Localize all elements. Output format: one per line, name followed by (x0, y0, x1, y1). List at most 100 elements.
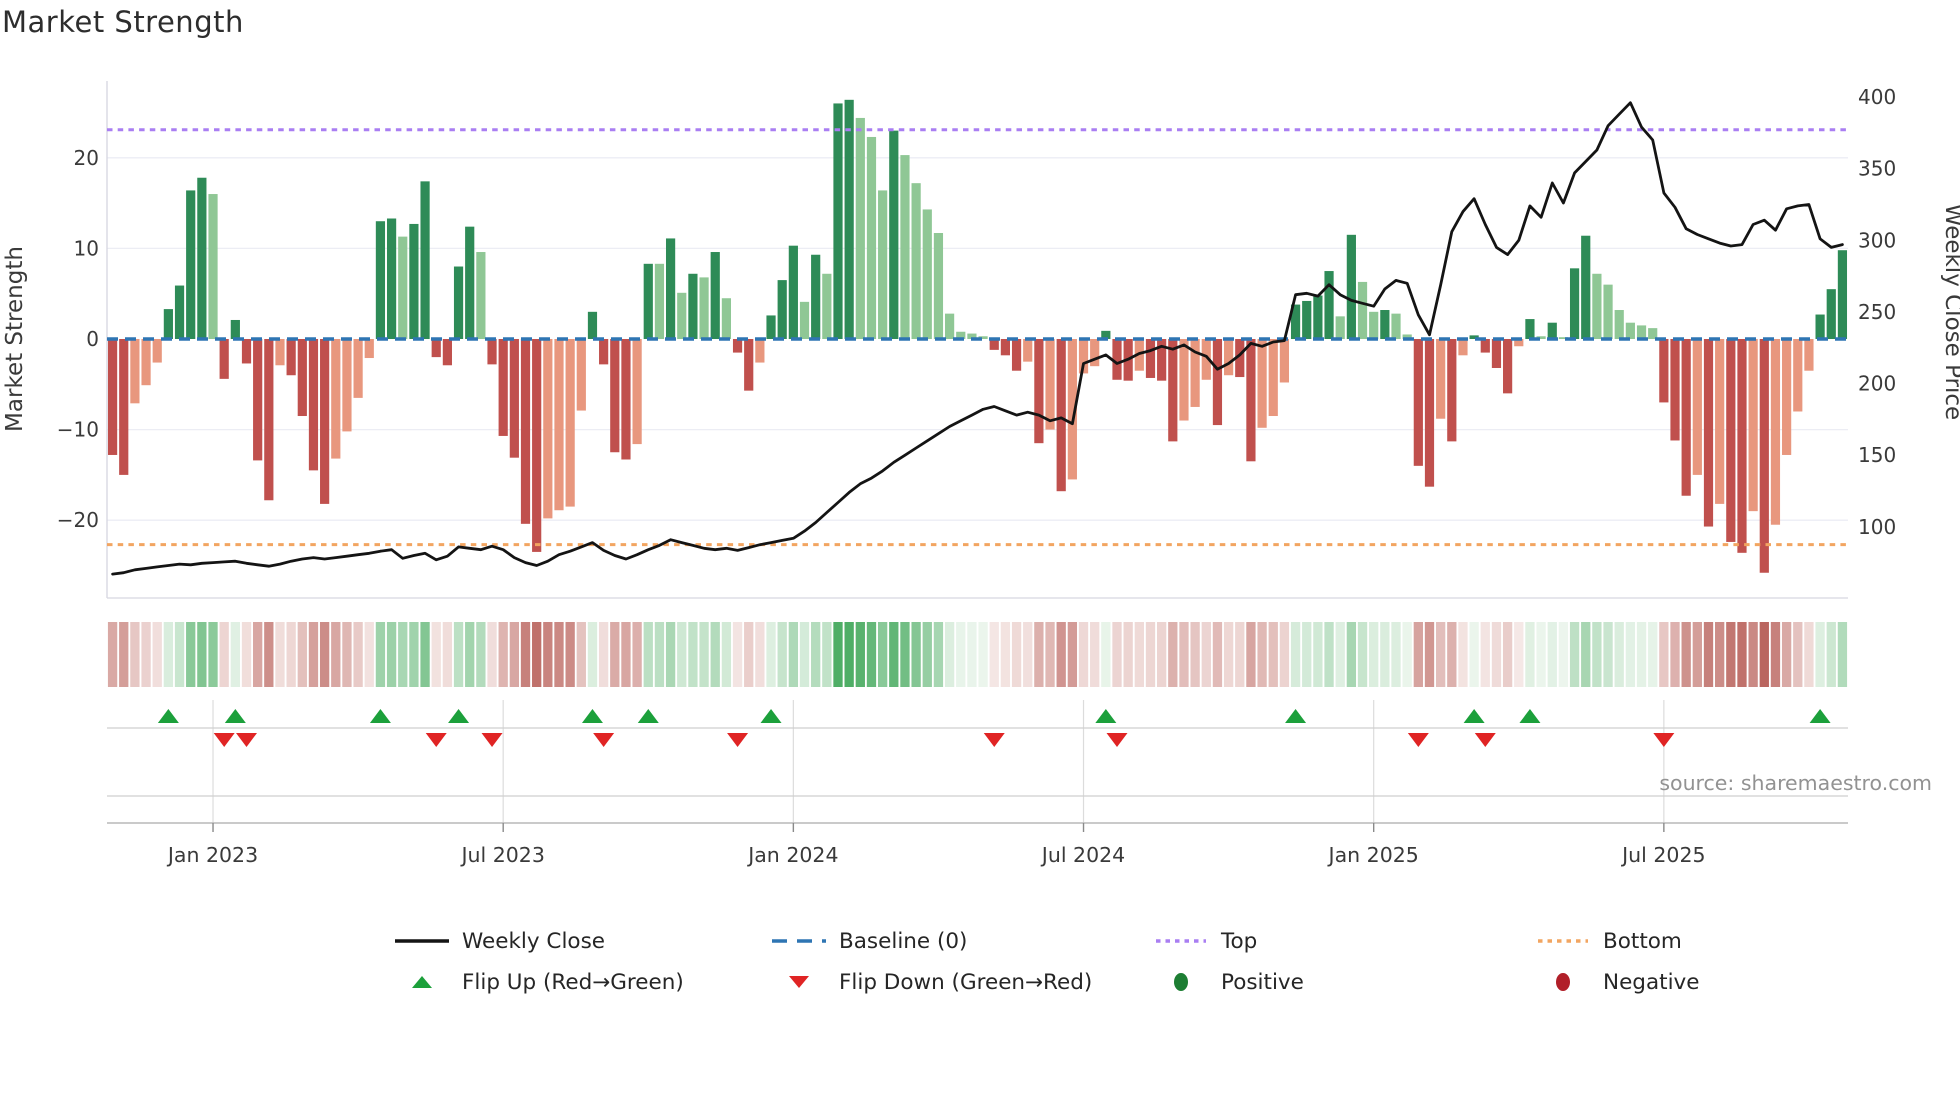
strength-bar (1625, 322, 1635, 339)
strength-bar (1670, 339, 1680, 441)
heatmap-cell (1692, 622, 1702, 687)
heatmap-cell (286, 622, 296, 687)
heatmap-cell (398, 622, 408, 687)
heatmap-cell (811, 622, 821, 687)
strength-bar (1212, 339, 1223, 426)
strength-bar (1614, 310, 1624, 339)
strength-bar (1023, 339, 1033, 362)
strength-bar (1715, 339, 1725, 504)
heatmap-cell (174, 622, 185, 687)
strength-bar (1224, 339, 1234, 376)
flip-up-marker (1285, 709, 1307, 723)
flip-down-marker (236, 733, 258, 747)
strength-bar (1770, 339, 1781, 525)
heatmap-cell (465, 622, 475, 687)
strength-bar (822, 273, 832, 339)
heatmap-cell (1625, 622, 1636, 687)
strength-bar (141, 339, 151, 386)
heatmap-cell (989, 622, 999, 687)
heatmap-cell (476, 622, 486, 687)
heatmap-cell (1514, 622, 1524, 687)
strength-bar (621, 339, 631, 460)
strength-bar (1145, 339, 1156, 378)
heatmap-cell (420, 622, 430, 687)
heatmap-cell (442, 622, 453, 687)
svg-text:source: sharemaestro.com: source: sharemaestro.com (1659, 771, 1932, 795)
strength-bar (587, 311, 598, 339)
source-note: source: sharemaestro.com (1659, 771, 1932, 795)
strength-bar (453, 266, 464, 339)
heatmap-cell (1380, 622, 1390, 687)
svg-text:Jul 2025: Jul 2025 (1620, 843, 1705, 867)
positive-dot-icon (1152, 972, 1210, 992)
heatmap-cell (342, 622, 352, 687)
strength-bar (1257, 339, 1267, 428)
strength-bar (710, 252, 720, 339)
heatmap-cell (1391, 622, 1401, 687)
svg-text:0: 0 (86, 327, 99, 351)
svg-text:150: 150 (1858, 443, 1896, 467)
heatmap-cell (543, 622, 553, 687)
strength-bar (1726, 339, 1736, 542)
x-axis: Jan 2023 Jul 2023 Jan 2024 Jul 2024 Jan 2025… (166, 823, 1706, 867)
flip-up-marker (448, 709, 470, 723)
flip-up-marker (1519, 709, 1541, 723)
strength-bar (1235, 339, 1245, 378)
strength-bar (442, 339, 452, 366)
heatmap-cell (699, 622, 709, 687)
heatmap-cell (1335, 622, 1345, 687)
heatmap-cell (610, 622, 620, 687)
strength-bar (1380, 310, 1390, 339)
strength-bar (1514, 339, 1524, 347)
heatmap-cell (275, 622, 285, 687)
strength-bar (1190, 339, 1200, 407)
strength-bar (978, 336, 988, 339)
strength-bar (1011, 339, 1022, 371)
flip-up-marker (581, 709, 603, 723)
strength-bar (174, 285, 185, 339)
strength-bar (286, 339, 296, 376)
heatmap-cell (208, 622, 218, 687)
heatmap-cell (822, 622, 832, 687)
heatmap-cell (1447, 622, 1457, 687)
marker-panel (107, 700, 1848, 824)
strength-bar (554, 339, 564, 511)
flip-down-marker (1407, 733, 1429, 747)
strength-bar (744, 339, 754, 391)
strength-bar (386, 218, 397, 339)
strength-bar (219, 339, 229, 379)
strength-bar (152, 339, 162, 363)
heatmap-cell (487, 622, 497, 687)
svg-text:20: 20 (74, 146, 99, 170)
heatmap-cell (944, 622, 955, 687)
heatmap-cell (1804, 622, 1814, 687)
heatmap-cell (933, 622, 944, 687)
heatmap-cell (777, 622, 787, 687)
legend-item-flip-up: Flip Up (Red→Green) (393, 969, 684, 995)
heatmap-cell (498, 622, 508, 687)
strength-bar (811, 254, 821, 339)
strength-bar (878, 190, 888, 339)
strength-bar (119, 339, 129, 475)
heatmap-cell (788, 622, 799, 687)
heatmap-cell (1592, 622, 1602, 687)
strength-bar (1815, 314, 1825, 339)
strength-bar (1458, 339, 1468, 356)
heatmap-cell (576, 622, 586, 687)
strength-bar (699, 277, 709, 339)
heatmap-cell (688, 622, 698, 687)
flip-heatmap (107, 622, 1848, 687)
heatmap-cell (1000, 622, 1011, 687)
legend-label: Weekly Close (462, 928, 606, 954)
heatmap-cell (1190, 622, 1200, 687)
strength-bar (1302, 300, 1312, 339)
heatmap-cell (1078, 622, 1089, 687)
heatmap-cell (956, 622, 966, 687)
heatmap-cell (1770, 622, 1781, 687)
svg-text:400: 400 (1858, 85, 1896, 109)
strength-bar (766, 315, 776, 339)
strength-bar (1547, 322, 1557, 339)
svg-text:200: 200 (1858, 372, 1896, 396)
strength-bar (665, 238, 676, 339)
